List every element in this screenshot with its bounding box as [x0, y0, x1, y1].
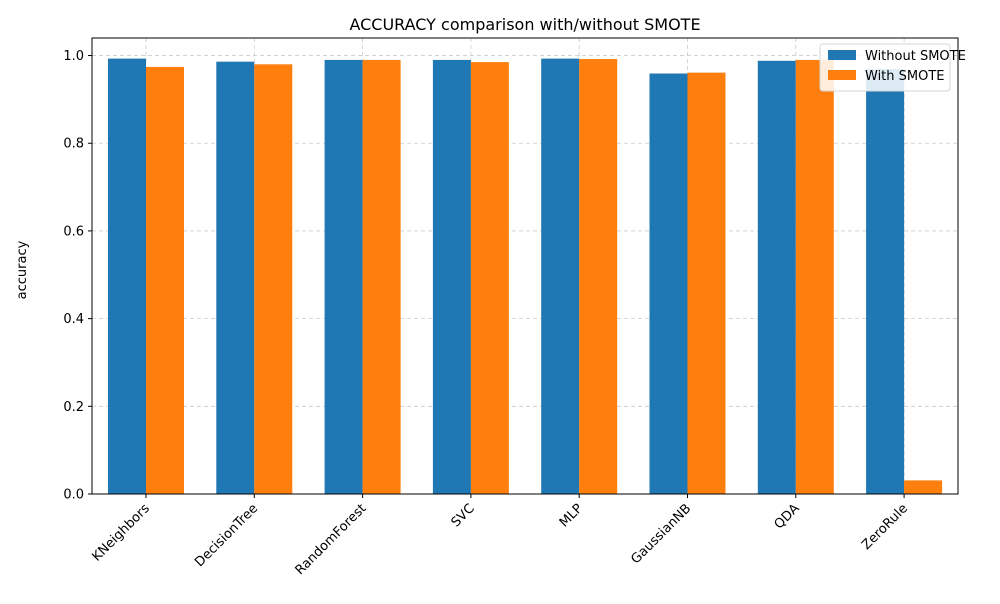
bar	[757, 60, 796, 495]
bar	[687, 72, 726, 494]
x-tick-label: ZeroRule	[859, 501, 911, 553]
chart-title: ACCURACY comparison with/without SMOTE	[349, 15, 700, 34]
bar	[649, 73, 688, 494]
y-tick-label: 0.4	[63, 312, 84, 327]
bar	[432, 59, 471, 495]
bar	[108, 58, 146, 494]
y-tick-label: 0.8	[63, 137, 84, 152]
bars	[108, 58, 943, 495]
legend: Without SMOTE With SMOTE	[819, 43, 966, 92]
bar	[470, 62, 509, 494]
x-tick-label: SVC	[449, 501, 478, 530]
plot-frame	[91, 37, 959, 495]
bar	[579, 59, 618, 495]
bar	[324, 59, 363, 495]
y-tick-label: 0.6	[63, 224, 84, 239]
y-tick-label: 1.0	[63, 49, 84, 64]
legend-swatch	[828, 70, 856, 80]
bar	[795, 59, 834, 495]
y-tick-label: 0.0	[63, 488, 84, 503]
x-tick-label: RandomForest	[293, 501, 370, 578]
x-tick-label: DecisionTree	[192, 501, 261, 570]
legend-label: With SMOTE	[865, 69, 945, 84]
x-tick-label: MLP	[557, 501, 586, 530]
x-tick-label: QDA	[772, 501, 803, 532]
legend-swatch	[828, 50, 856, 60]
legend-label: Without SMOTE	[865, 49, 966, 64]
axes	[88, 37, 959, 498]
bar	[254, 64, 293, 495]
bar	[362, 59, 401, 495]
bar	[541, 58, 580, 494]
y-axis-label: accuracy	[15, 240, 30, 299]
bar	[866, 69, 905, 494]
bar	[904, 480, 943, 494]
bar	[146, 66, 184, 494]
bar	[216, 61, 255, 495]
y-tick-label: 0.2	[63, 400, 84, 415]
x-tick-label: GaussianNB	[628, 501, 694, 567]
x-tick-label: KNeighbors	[89, 501, 153, 565]
